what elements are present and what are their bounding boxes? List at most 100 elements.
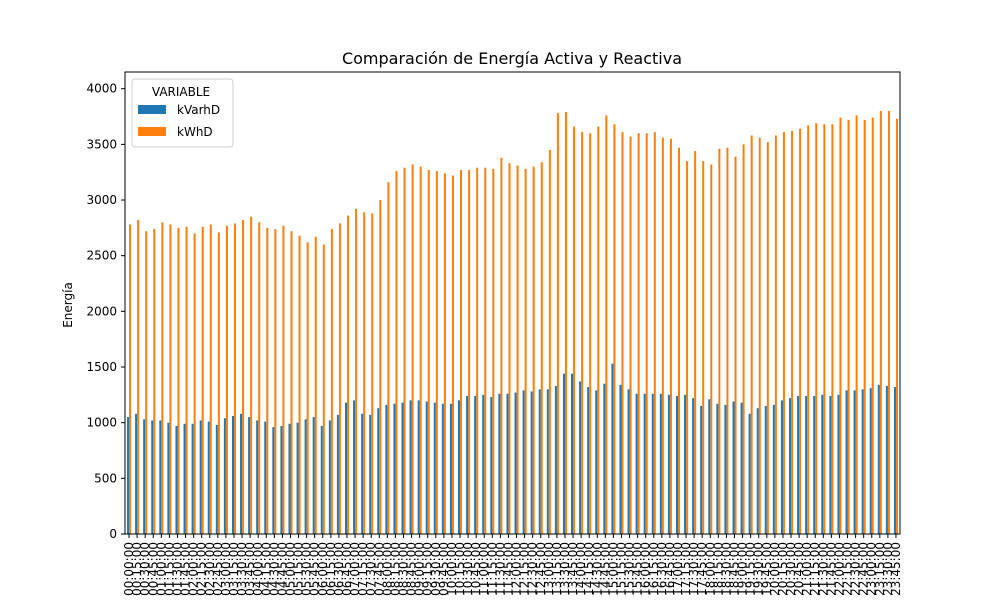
bar-kwhd-40: [451, 175, 454, 534]
x-tick-label: 17:45:00: [695, 542, 709, 596]
x-tick-label: 08:15:00: [388, 542, 402, 596]
bar-kwhd-11: [217, 232, 220, 534]
x-tick-label: 23:15:00: [873, 542, 887, 596]
bar-kwhd-56: [581, 132, 584, 534]
x-tick-label: 04:30:00: [267, 542, 281, 596]
bar-kwhd-49: [524, 168, 527, 534]
x-tick-label: 14:15:00: [582, 542, 596, 596]
bar-kvarhd-57: [587, 387, 590, 534]
bar-kwhd-18: [274, 228, 277, 534]
bar-kvarhd-38: [433, 402, 436, 534]
x-tick-label: 11:00:00: [477, 542, 491, 596]
x-tick-label: 02:45:00: [211, 542, 225, 596]
y-axis-label: Energía: [61, 282, 75, 328]
bar-kwhd-59: [605, 115, 608, 535]
bar-kvarhd-82: [789, 398, 792, 534]
bar-kvarhd-63: [635, 393, 638, 534]
bar-kvarhd-49: [522, 390, 525, 534]
bar-kwhd-82: [791, 131, 794, 534]
bar-kwhd-53: [556, 113, 559, 534]
bar-kwhd-66: [661, 137, 664, 534]
bar-kwhd-81: [782, 132, 785, 534]
bar-kvarhd-67: [667, 394, 670, 534]
x-tick-label: 19:45:00: [760, 542, 774, 596]
bar-kwhd-31: [379, 200, 382, 534]
x-tick-label: 09:45:00: [437, 542, 451, 596]
bar-kwhd-76: [742, 144, 745, 535]
bar-kvarhd-31: [377, 408, 380, 534]
bar-kvarhd-74: [724, 404, 727, 534]
bar-kvarhd-58: [595, 390, 598, 534]
bar-kwhd-10: [209, 224, 212, 534]
bar-kwhd-28: [355, 208, 358, 534]
x-tick-label: 07:45:00: [372, 542, 386, 596]
bar-kvarhd-0: [127, 417, 130, 534]
bar-kvarhd-55: [571, 373, 574, 534]
bar-kwhd-15: [250, 216, 253, 534]
bar-kvarhd-8: [191, 423, 194, 534]
x-tick-label: 06:00:00: [316, 542, 330, 596]
bar-kvarhd-68: [675, 395, 678, 534]
x-tick-label: 23:45:00: [889, 542, 903, 596]
bar-kwhd-12: [225, 225, 228, 534]
x-tick-label: 03:45:00: [243, 542, 257, 596]
bar-kwhd-79: [766, 142, 769, 534]
bar-kwhd-84: [807, 125, 810, 534]
bar-kwhd-93: [879, 110, 882, 535]
bar-kvarhd-80: [772, 404, 775, 534]
bar-kwhd-95: [895, 118, 898, 534]
x-tick-label: 23:30:00: [881, 542, 895, 596]
bar-kwhd-72: [710, 164, 713, 534]
bar-kvarhd-28: [353, 400, 356, 534]
x-axis: 00:00:0000:15:0000:30:0000:45:0001:00:00…: [122, 534, 903, 596]
bar-kwhd-91: [863, 119, 866, 535]
bar-kvarhd-54: [562, 373, 565, 534]
x-tick-label: 13:00:00: [542, 542, 556, 596]
legend: VARIABLE kVarhD kWhD: [131, 78, 234, 148]
bar-kwhd-78: [758, 137, 761, 534]
bar-kvarhd-43: [474, 395, 477, 534]
y-tick-label: 2500: [86, 249, 117, 263]
x-tick-label: 11:45:00: [501, 542, 515, 596]
bar-kwhd-67: [669, 138, 672, 535]
bar-kwhd-64: [645, 133, 648, 535]
bar-kvarhd-50: [530, 391, 533, 534]
bar-kwhd-71: [702, 161, 705, 534]
bar-kwhd-57: [589, 133, 592, 535]
x-tick-label: 04:15:00: [259, 542, 273, 596]
x-tick-label: 21:45:00: [824, 542, 838, 596]
bar-kwhd-80: [774, 135, 777, 534]
bar-kvarhd-44: [482, 394, 485, 534]
x-tick-label: 00:15:00: [130, 542, 144, 596]
bar-kvarhd-6: [175, 426, 178, 534]
x-tick-label: 22:00:00: [832, 542, 846, 596]
x-tick-label: 00:00:00: [122, 542, 136, 596]
bar-kwhd-9: [201, 226, 204, 535]
bar-kwhd-33: [395, 171, 398, 534]
x-tick-label: 04:45:00: [275, 542, 289, 596]
bar-kwhd-60: [613, 124, 616, 534]
x-tick-label: 12:00:00: [510, 542, 524, 596]
bar-kvarhd-77: [748, 413, 751, 534]
legend-swatch-kwhd: [138, 127, 166, 136]
x-tick-label: 14:00:00: [574, 542, 588, 596]
bar-kvarhd-37: [425, 401, 428, 534]
x-tick-label: 05:15:00: [292, 542, 306, 596]
bar-kwhd-50: [532, 166, 535, 534]
bar-kwhd-52: [548, 149, 551, 534]
x-tick-label: 09:30:00: [429, 542, 443, 596]
bar-kvarhd-81: [780, 400, 783, 534]
bar-kvarhd-35: [409, 400, 412, 534]
bar-kwhd-47: [508, 163, 511, 535]
bar-kvarhd-18: [272, 427, 275, 534]
bar-kvarhd-4: [159, 420, 162, 534]
x-tick-label: 19:15:00: [744, 542, 758, 596]
bar-kwhd-24: [322, 244, 325, 535]
bar-kvarhd-89: [845, 390, 848, 534]
x-tick-label: 13:45:00: [566, 542, 580, 596]
bar-kvarhd-36: [417, 400, 420, 534]
x-tick-label: 02:15:00: [195, 542, 209, 596]
bar-kvarhd-71: [700, 405, 703, 534]
x-tick-label: 15:00:00: [606, 542, 620, 596]
